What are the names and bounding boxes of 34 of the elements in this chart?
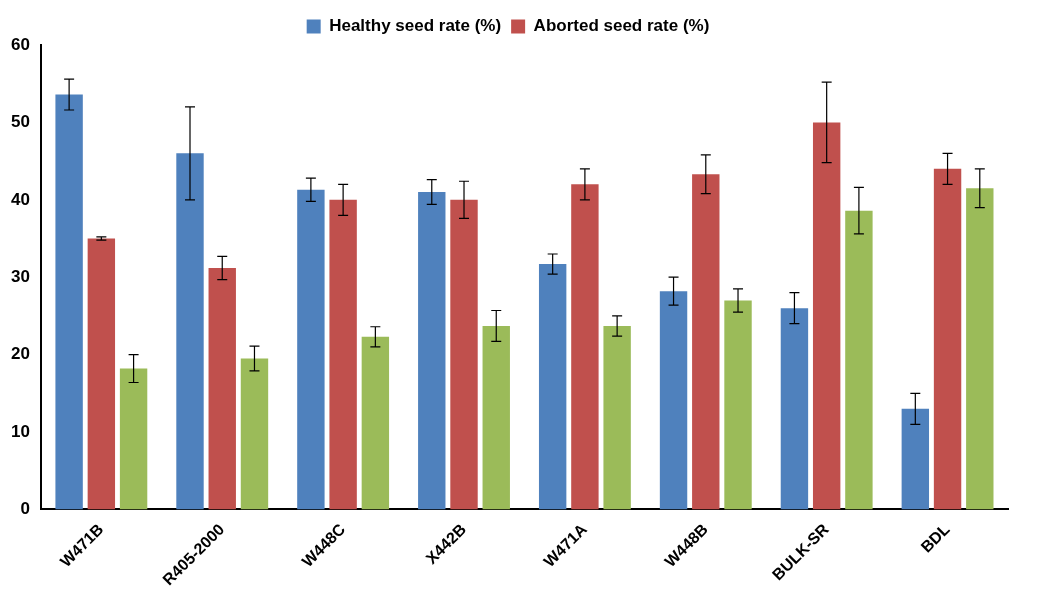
bar <box>966 188 994 510</box>
y-tick-label: 10 <box>10 421 30 441</box>
bar <box>240 358 269 510</box>
bar <box>812 122 841 510</box>
legend-label: Aborted seed rate (%) <box>533 16 710 36</box>
x-tick-label: BDL <box>917 520 953 556</box>
legend-label: Healthy seed rate (%) <box>329 16 502 36</box>
bar <box>571 184 599 510</box>
y-tick-label: 30 <box>10 266 30 286</box>
bar <box>418 192 446 510</box>
bar <box>901 408 930 510</box>
bar <box>450 199 478 510</box>
bar <box>845 210 873 510</box>
y-tick-label: 0 <box>20 499 30 519</box>
bar <box>692 174 720 510</box>
bar <box>176 153 204 510</box>
bar <box>659 291 688 510</box>
bar <box>87 238 116 510</box>
bar <box>55 94 83 510</box>
bar <box>482 325 510 510</box>
bar <box>933 168 962 510</box>
bar <box>297 189 325 510</box>
bar <box>119 368 148 510</box>
y-tick-label: 50 <box>10 112 30 132</box>
y-tick-label: 20 <box>10 344 30 364</box>
bar <box>724 300 752 510</box>
bar <box>208 267 236 510</box>
bar <box>603 325 631 510</box>
y-tick-label: 60 <box>10 34 30 54</box>
y-tick-label: 40 <box>10 189 30 209</box>
bar <box>780 308 809 510</box>
bar <box>361 336 390 510</box>
bar <box>329 199 357 510</box>
bar <box>538 264 567 510</box>
